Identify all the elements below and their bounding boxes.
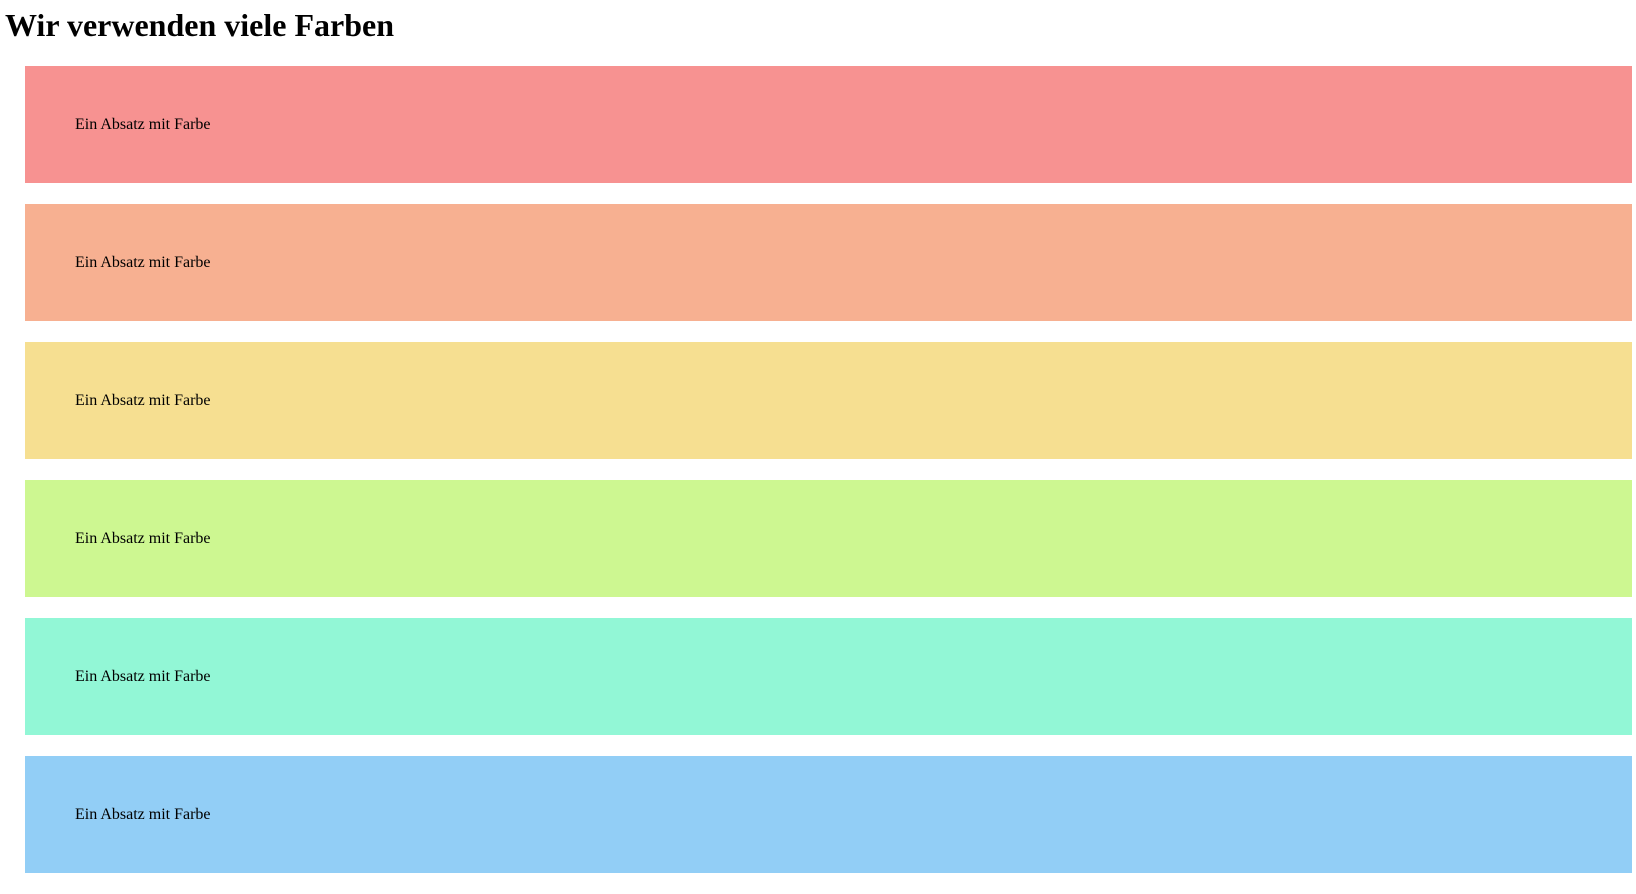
paragraph-text: Ein Absatz mit Farbe — [75, 667, 211, 685]
colored-paragraph-yellow: Ein Absatz mit Farbe — [25, 342, 1632, 459]
paragraph-text: Ein Absatz mit Farbe — [75, 115, 211, 133]
page-title: Wir verwenden viele Farben — [5, 7, 394, 43]
paragraph-text: Ein Absatz mit Farbe — [75, 391, 211, 409]
paragraph-text: Ein Absatz mit Farbe — [75, 253, 211, 271]
colored-paragraph-green: Ein Absatz mit Farbe — [25, 480, 1632, 597]
colored-paragraph-teal: Ein Absatz mit Farbe — [25, 618, 1632, 735]
paragraph-text: Ein Absatz mit Farbe — [75, 805, 211, 823]
colored-paragraph-red: Ein Absatz mit Farbe — [25, 66, 1632, 183]
colored-paragraph-blue: Ein Absatz mit Farbe — [25, 756, 1632, 873]
colored-paragraph-orange: Ein Absatz mit Farbe — [25, 204, 1632, 321]
colored-paragraph-list: Ein Absatz mit Farbe Ein Absatz mit Farb… — [25, 66, 1632, 894]
paragraph-text: Ein Absatz mit Farbe — [75, 529, 211, 547]
